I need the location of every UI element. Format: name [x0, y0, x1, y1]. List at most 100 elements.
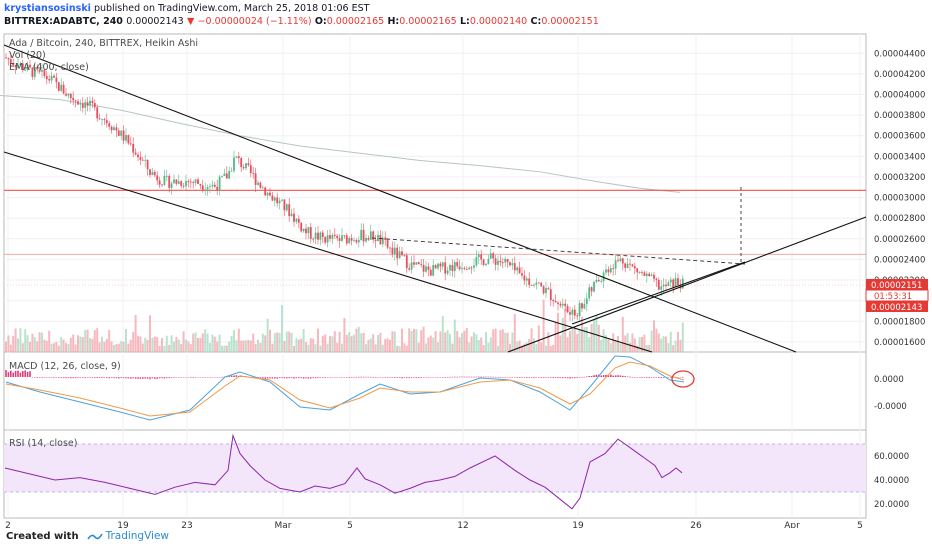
candle-body [297, 218, 300, 223]
tradingview-logo-icon [86, 533, 103, 539]
candle-body [168, 175, 171, 188]
volume-bar [218, 334, 221, 352]
candle-body [153, 172, 156, 176]
volume-bar [439, 331, 442, 352]
macd-histogram-bar [214, 377, 216, 378]
volume-bar [470, 336, 473, 352]
candle-body [336, 235, 339, 239]
macd-histogram-bar [379, 377, 382, 378]
volume-bar [381, 344, 384, 352]
candle-body [84, 102, 87, 108]
macd-histogram-bar [233, 375, 235, 377]
macd-histogram-bar [506, 377, 509, 378]
candle-body [566, 306, 569, 313]
volume-bar [549, 345, 552, 352]
candle-body [333, 234, 336, 236]
candle-body [139, 157, 142, 160]
macd-histogram-bar [266, 377, 269, 379]
volume-bar [153, 336, 156, 352]
price-tick-label: 0.00004200 [874, 70, 925, 80]
volume-bar [108, 329, 111, 352]
macd-histogram-bar [98, 377, 101, 378]
volume-bar [235, 340, 238, 352]
macd-histogram-bar [70, 377, 72, 379]
volume-bar [283, 340, 286, 352]
volume-bar [312, 338, 315, 352]
candle-body [21, 63, 24, 71]
volume-bar [569, 330, 571, 352]
candle-body [386, 239, 389, 248]
volume-bar [326, 343, 329, 352]
volume-bar [266, 318, 269, 352]
volume-bar [177, 339, 180, 352]
volume-bar [629, 342, 631, 352]
volume-bar [55, 341, 58, 352]
macd-histogram-bar [12, 372, 14, 377]
candle-body [617, 260, 619, 262]
candle-body [228, 171, 231, 179]
macd-histogram-bar [509, 377, 511, 378]
volume-bar [393, 331, 396, 352]
macd-histogram-bar [187, 377, 190, 378]
macd-histogram-bar [353, 376, 355, 378]
volume-bar [614, 341, 617, 352]
rsi-legend: RSI (14, close) [9, 438, 77, 449]
volume-bar [77, 335, 79, 352]
volume-bar [201, 333, 204, 352]
volume-bar [105, 338, 108, 352]
candle-body [547, 288, 550, 290]
candle-body [391, 247, 394, 255]
volume-bar [7, 335, 10, 352]
macd-histogram-bar [113, 377, 115, 379]
volume-bar [463, 330, 466, 352]
macd-histogram-bar [322, 377, 324, 378]
volume-bar [67, 344, 70, 352]
candle-body [453, 262, 456, 271]
price-tick-label: 0.00002800 [874, 214, 925, 224]
volume-bar [523, 343, 526, 352]
author-link[interactable]: krystiansosinski [4, 3, 91, 14]
macd-histogram-bar [317, 377, 319, 378]
macd-histogram-bar [310, 377, 312, 379]
rsi-tick-label: 20.0000 [874, 500, 909, 510]
macd-histogram-bar [197, 377, 199, 378]
macd-histogram-bar [540, 377, 542, 378]
volume-bar [384, 339, 387, 352]
candle-body [182, 185, 185, 187]
macd-histogram-bar [643, 377, 646, 378]
candle-body [614, 260, 617, 269]
volume-bar [348, 332, 351, 352]
macd-histogram-bar [670, 377, 672, 378]
trendline-drawings[interactable] [3, 44, 867, 353]
macd-histogram-bar [626, 376, 629, 378]
volume-bar [338, 331, 341, 352]
candle-body [674, 278, 677, 288]
candle-body [653, 274, 655, 279]
volume-bar [648, 344, 651, 352]
volume-bar [271, 343, 274, 352]
candle-body [189, 181, 192, 183]
candle-body [321, 232, 324, 238]
macd-histogram-bar [360, 376, 362, 378]
macd-histogram-bar [77, 377, 79, 378]
candle-body [650, 274, 653, 277]
macd-histogram-bar [130, 377, 132, 379]
macd-histogram-bar [437, 377, 439, 378]
candle-body [26, 64, 29, 71]
macd-histogram-bar [50, 377, 53, 378]
volume-bar [14, 328, 17, 352]
volume-bar [319, 345, 322, 352]
candle-body [93, 103, 96, 108]
volume-bar [307, 344, 310, 352]
chart-canvas[interactable]: 0.00004400 0.00004200 0.00004000 0.00003800… [0, 32, 932, 528]
candle-body [456, 262, 459, 267]
volume-bar [631, 333, 634, 352]
volume-bar [288, 331, 291, 352]
tradingview-brand[interactable]: TradingView [86, 530, 169, 542]
candle-body [494, 258, 497, 265]
volume-bar [204, 329, 207, 352]
candle-body [401, 251, 403, 256]
candle-body [132, 144, 135, 153]
volume-bar [173, 341, 175, 352]
volume-bar [144, 337, 147, 352]
